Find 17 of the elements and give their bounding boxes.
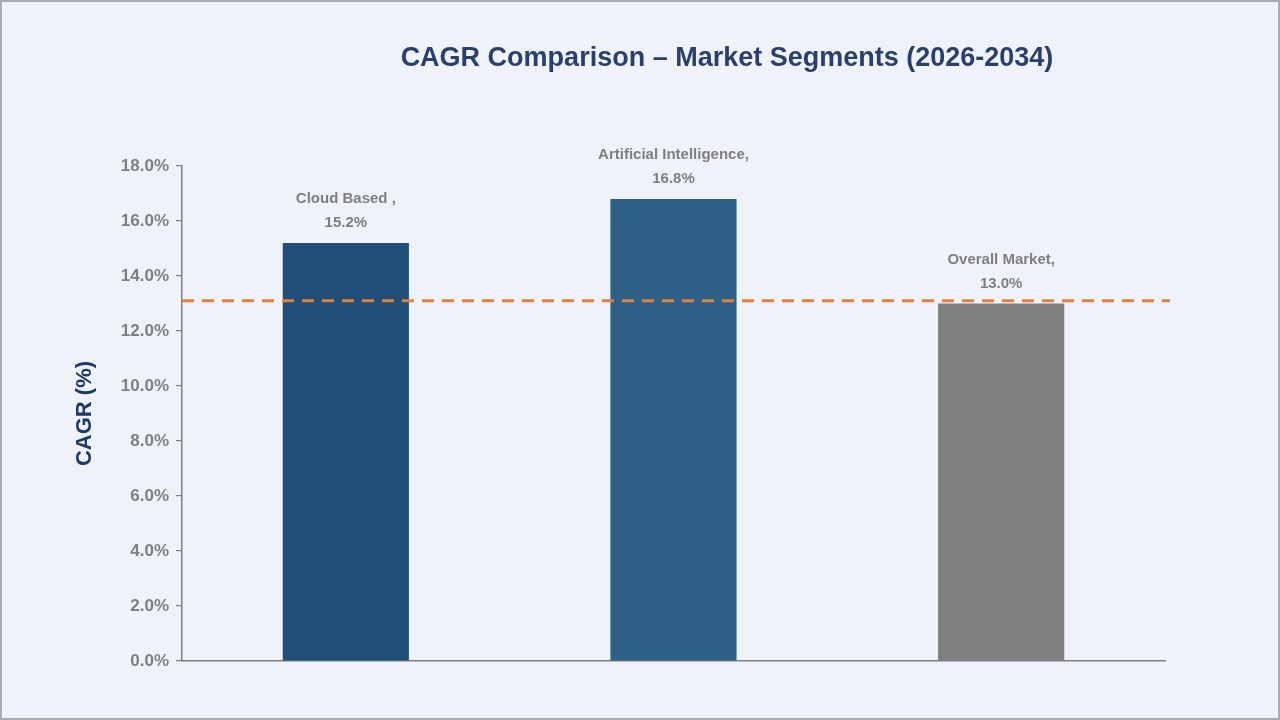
data-label: Overall Market, 13.0% xyxy=(947,248,1055,293)
y-axis-title: CAGR (%) xyxy=(71,360,97,467)
y-tick-label: 6.0% xyxy=(130,485,169,505)
bar xyxy=(610,199,737,661)
y-tick-label: 10.0% xyxy=(120,375,169,395)
y-tick-label: 8.0% xyxy=(130,430,169,450)
y-tick-label: 14.0% xyxy=(120,265,169,285)
y-tick-label: 0.0% xyxy=(130,650,169,670)
chart-title: CAGR Comparison – Market Segments (2026-2034) xyxy=(399,42,1055,73)
data-label: Artificial Intelligence, 16.8% xyxy=(598,144,749,188)
y-tick-label: 2.0% xyxy=(130,595,169,615)
y-tick-label: 4.0% xyxy=(130,540,169,560)
data-label: Cloud Based , 15.2% xyxy=(295,188,396,232)
y-tick-label: 12.0% xyxy=(120,320,169,340)
bar xyxy=(282,243,409,661)
y-tick-label: 16.0% xyxy=(120,210,169,230)
y-tick-label: 18.0% xyxy=(120,155,169,175)
